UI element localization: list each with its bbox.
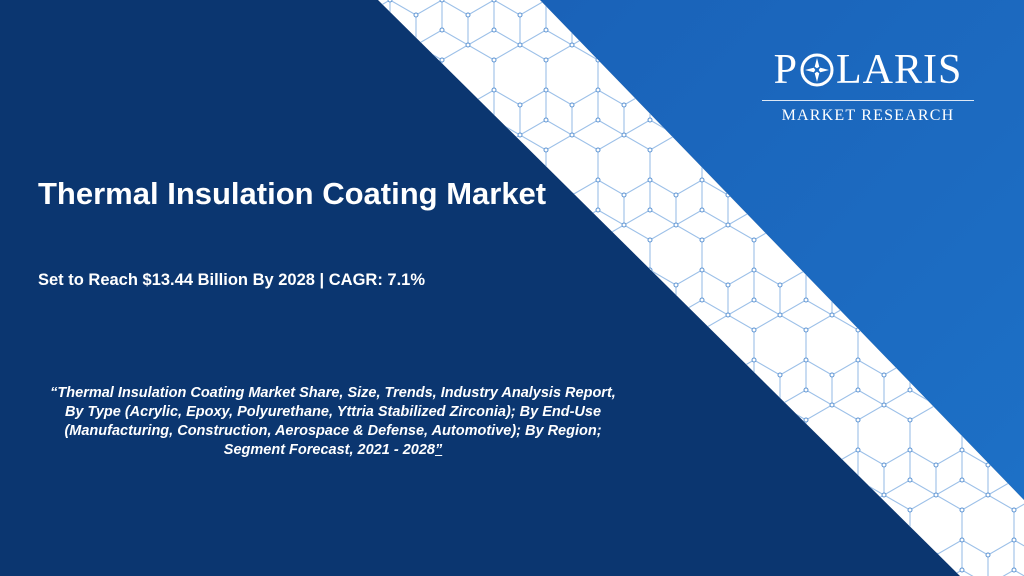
logo-letter-p: P bbox=[773, 47, 798, 93]
report-description: “Thermal Insulation Coating Market Share… bbox=[50, 384, 616, 460]
logo-subtitle: MARKET RESEARCH bbox=[781, 107, 955, 124]
logo-divider bbox=[762, 100, 974, 101]
logo-letters-laris: LARIS bbox=[836, 47, 963, 93]
logo-wordmark: P LARIS bbox=[760, 48, 976, 92]
hex-pattern-stripe bbox=[378, 0, 1024, 576]
report-description-close: ” bbox=[434, 442, 443, 458]
report-description-text: “Thermal Insulation Coating Market Share… bbox=[50, 385, 616, 458]
page-subtitle: Set to Reach $13.44 Billion By 2028 | CA… bbox=[38, 271, 426, 289]
page-title: Thermal Insulation Coating Market bbox=[38, 176, 547, 211]
compass-star-icon bbox=[800, 53, 834, 87]
polaris-logo[interactable]: P LARIS MARKET RESEARCH bbox=[760, 48, 976, 132]
